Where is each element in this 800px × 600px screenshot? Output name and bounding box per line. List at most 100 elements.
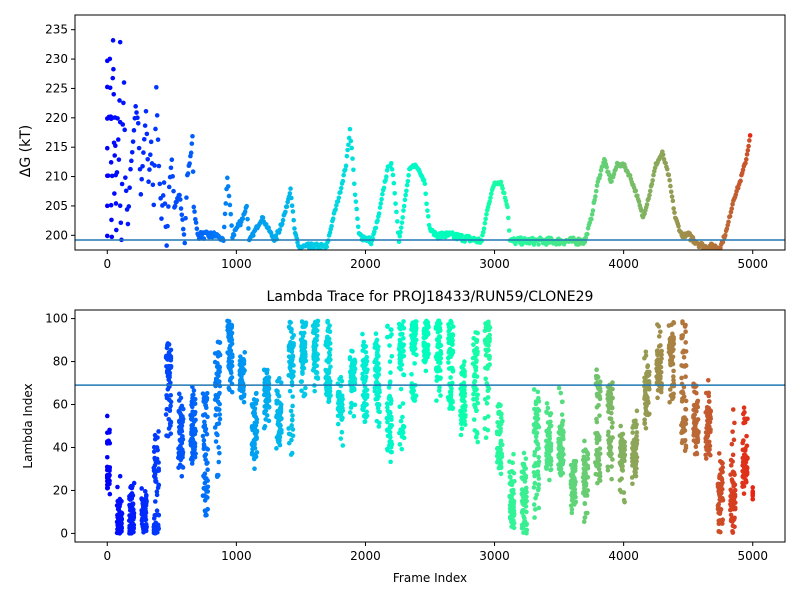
lambda-point bbox=[569, 510, 575, 516]
lambda-point bbox=[435, 329, 441, 335]
lambda-point bbox=[153, 499, 158, 504]
lambda-point bbox=[643, 408, 649, 413]
delta-g-point bbox=[160, 193, 166, 198]
lambda-point bbox=[462, 422, 468, 427]
delta-g-point bbox=[287, 191, 293, 196]
delta-g-point bbox=[166, 184, 172, 190]
lambda-point bbox=[288, 320, 293, 325]
lambda-point bbox=[324, 391, 330, 397]
delta-g-point bbox=[352, 192, 358, 198]
delta-g-point bbox=[425, 214, 431, 219]
lambda-plot-area bbox=[75, 318, 785, 536]
lambda-point bbox=[507, 494, 513, 499]
lambda-point bbox=[326, 328, 332, 334]
lambda-point bbox=[670, 395, 675, 401]
delta-g-point bbox=[329, 223, 334, 229]
lambda-point bbox=[582, 501, 588, 506]
delta-g-point bbox=[489, 191, 494, 197]
lambda-point bbox=[655, 365, 660, 371]
lambda-point bbox=[523, 485, 529, 491]
lambda-point bbox=[202, 453, 208, 459]
lambda-point bbox=[680, 424, 686, 430]
lambda-point bbox=[520, 461, 526, 467]
lambda-point bbox=[253, 436, 259, 441]
lambda-point bbox=[643, 426, 649, 431]
lambda-x-tick-label: 1000 bbox=[221, 549, 252, 563]
lambda-point bbox=[192, 454, 198, 460]
lambda-point bbox=[227, 327, 233, 332]
lambda-point bbox=[630, 425, 635, 430]
lambda-point bbox=[388, 459, 393, 465]
lambda-point bbox=[397, 442, 403, 447]
lambda-point bbox=[287, 325, 293, 331]
lambda-point bbox=[289, 437, 294, 443]
lambda-point bbox=[352, 366, 358, 371]
lambda-point bbox=[533, 461, 538, 466]
delta-g-panel: 0 1000 2000 3000 4000 5000 200 205 210 215 220 225 2… bbox=[18, 14, 786, 271]
lambda-point bbox=[511, 451, 516, 457]
lambda-point bbox=[166, 353, 171, 359]
lambda-point bbox=[656, 324, 662, 329]
lambda-point bbox=[117, 531, 122, 536]
lambda-point bbox=[732, 472, 737, 478]
lambda-point bbox=[716, 489, 722, 495]
lambda-point bbox=[401, 348, 406, 354]
delta-g-point bbox=[146, 179, 151, 185]
lambda-point bbox=[448, 375, 453, 380]
lambda-point bbox=[168, 357, 174, 363]
lambda-point bbox=[593, 462, 599, 468]
delta-g-point bbox=[125, 221, 131, 227]
lambda-point bbox=[495, 450, 500, 456]
delta-g-point bbox=[117, 39, 123, 45]
delta-g-point bbox=[178, 206, 184, 211]
lambda-point bbox=[609, 476, 614, 482]
lambda-point bbox=[668, 361, 673, 366]
lambda-point bbox=[667, 387, 673, 392]
delta-g-point bbox=[171, 188, 176, 194]
delta-g-point bbox=[355, 224, 361, 230]
lambda-point bbox=[389, 353, 395, 359]
lambda-frame bbox=[74, 309, 786, 543]
lambda-point bbox=[448, 400, 453, 405]
lambda-point bbox=[475, 400, 481, 406]
delta-g-point bbox=[289, 203, 295, 208]
delta-g-point bbox=[604, 164, 609, 170]
lambda-point bbox=[458, 386, 463, 392]
lambda-point bbox=[364, 392, 370, 398]
delta-g-point bbox=[394, 219, 400, 224]
lambda-point bbox=[409, 341, 414, 347]
lambda-point bbox=[704, 446, 710, 452]
delta-g-y-tick-label: 220 bbox=[45, 111, 68, 125]
lambda-point bbox=[302, 339, 308, 345]
lambda-point bbox=[470, 355, 476, 361]
lambda-point bbox=[176, 398, 182, 403]
delta-g-point bbox=[406, 173, 411, 178]
lambda-point bbox=[201, 486, 207, 491]
lambda-point bbox=[290, 427, 296, 432]
lambda-point bbox=[313, 375, 319, 380]
lambda-point bbox=[339, 416, 344, 422]
lambda-point bbox=[461, 407, 467, 412]
lambda-point bbox=[610, 395, 615, 401]
lambda-point bbox=[618, 489, 624, 495]
delta-g-point bbox=[107, 56, 113, 62]
lambda-point bbox=[351, 370, 357, 375]
lambda-point bbox=[399, 344, 404, 350]
delta-g-point bbox=[154, 85, 159, 90]
lambda-point bbox=[154, 492, 160, 498]
lambda-point bbox=[645, 363, 651, 368]
lambda-point bbox=[190, 457, 195, 463]
lambda-point bbox=[706, 450, 711, 456]
lambda-point bbox=[535, 422, 541, 428]
lambda-point bbox=[238, 354, 243, 359]
lambda-point bbox=[266, 393, 272, 398]
lambda-point bbox=[693, 444, 699, 450]
delta-g-point bbox=[481, 226, 487, 231]
lambda-point bbox=[412, 346, 418, 352]
lambda-point bbox=[556, 446, 562, 452]
lambda-point bbox=[557, 462, 562, 468]
delta-g-point bbox=[266, 225, 271, 230]
lambda-point bbox=[192, 396, 198, 402]
lambda-point bbox=[264, 413, 270, 418]
lambda-point bbox=[644, 370, 650, 376]
